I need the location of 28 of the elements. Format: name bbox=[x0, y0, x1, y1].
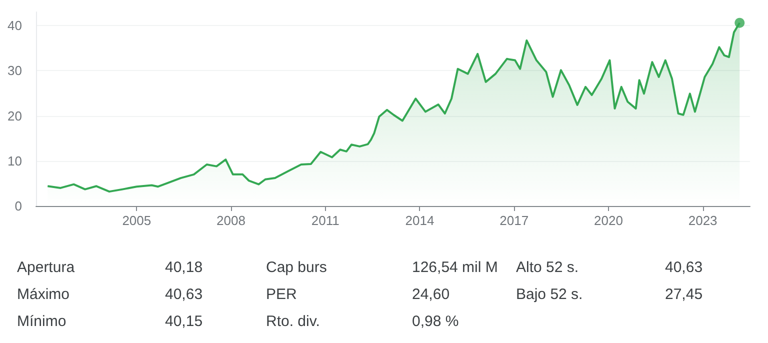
x-tick-label: 2008 bbox=[216, 213, 246, 228]
text: Bajo 52 s. bbox=[516, 286, 583, 303]
x-tick-label: 2014 bbox=[405, 213, 434, 228]
text: 40,15 bbox=[165, 313, 203, 330]
text: PER bbox=[266, 286, 297, 303]
y-tick-label: 0 bbox=[14, 198, 22, 214]
text: 0,98 % bbox=[412, 313, 459, 330]
x-tick-label: 2011 bbox=[311, 213, 340, 228]
y-tick-label: 40 bbox=[8, 18, 22, 34]
text: Máximo bbox=[17, 286, 70, 303]
text: 27,45 bbox=[665, 286, 703, 303]
text: Alto 52 s. bbox=[516, 259, 579, 276]
x-tick-label: 2005 bbox=[122, 213, 152, 228]
y-tick-label: 30 bbox=[8, 63, 22, 78]
x-tick-label: 2020 bbox=[594, 213, 623, 228]
y-tick-label: 10 bbox=[8, 153, 22, 168]
text: Rto. div. bbox=[266, 313, 320, 330]
text: 40,18 bbox=[165, 259, 203, 276]
text: 40,63 bbox=[165, 286, 203, 303]
x-tick-label: 2017 bbox=[500, 213, 529, 228]
text: Cap burs bbox=[266, 259, 327, 276]
text: Apertura bbox=[17, 259, 75, 276]
x-tick-label: 2023 bbox=[688, 213, 718, 228]
text: 40,63 bbox=[665, 259, 703, 276]
text: 24,60 bbox=[412, 286, 450, 303]
text: Mínimo bbox=[17, 313, 66, 330]
text: 126,54 mil M bbox=[412, 259, 498, 276]
y-tick-label: 20 bbox=[8, 108, 22, 124]
